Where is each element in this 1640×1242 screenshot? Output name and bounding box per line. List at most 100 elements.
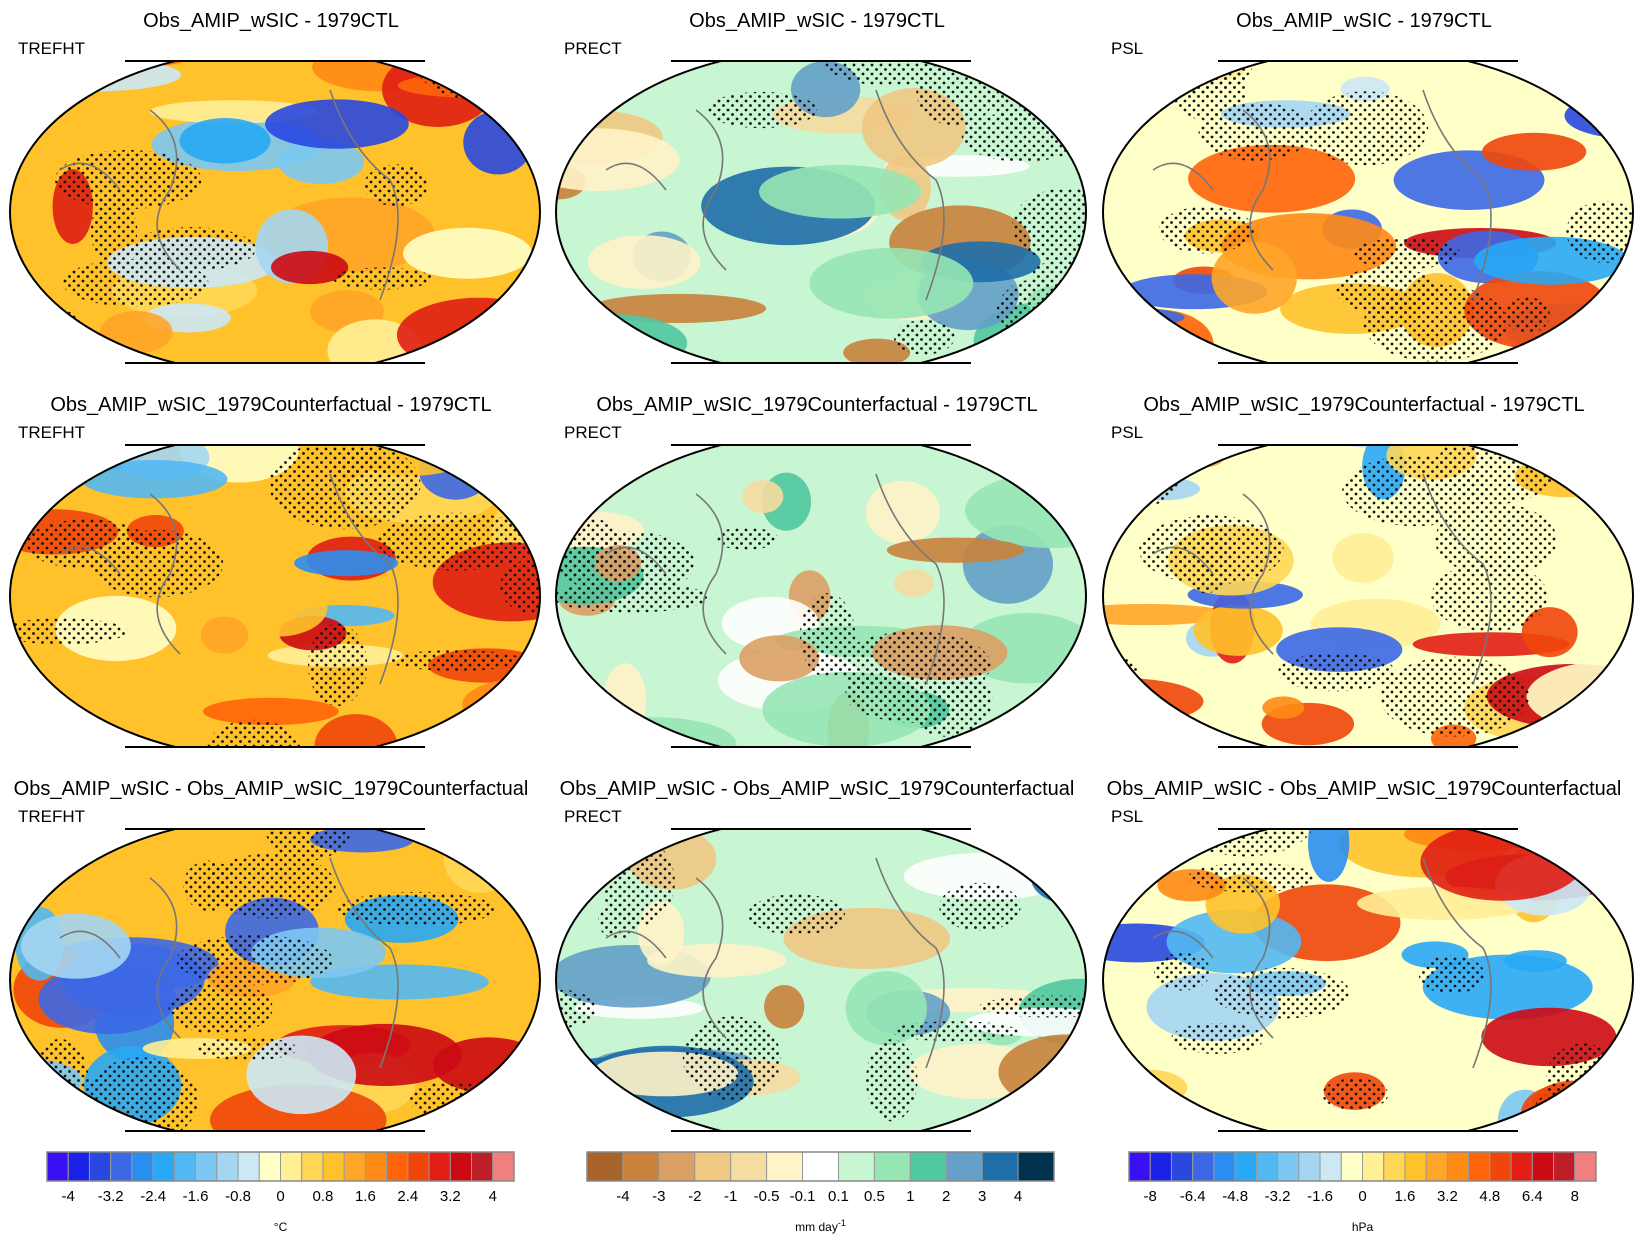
stippling	[31, 1038, 89, 1123]
stippling	[10, 618, 128, 645]
colorbar-frame	[1128, 1151, 1597, 1182]
anomaly-region	[415, 61, 540, 73]
stippling	[893, 319, 955, 355]
anomaly-region	[841, 829, 901, 858]
colorbar-box	[873, 1151, 911, 1182]
colorbar-tick-label: -2	[688, 1188, 701, 1205]
colorbar-box	[1170, 1151, 1194, 1182]
stippling	[364, 164, 428, 207]
colorbar-box	[1362, 1151, 1385, 1182]
panel-title: Obs_AMIP_wSIC - Obs_AMIP_wSIC_1979Counte…	[560, 778, 1075, 800]
stippling	[1379, 656, 1530, 737]
stippling	[1504, 297, 1551, 334]
anomaly-region	[600, 63, 656, 89]
colorbar-box	[1319, 1151, 1342, 1182]
variable-label: PSL	[1111, 807, 1143, 826]
colorbar-tick-label: -3	[652, 1188, 665, 1205]
anomaly-region	[179, 445, 299, 483]
anomaly-region	[865, 480, 941, 544]
colorbar: -4 -3 -2 -1 -0.5 -0.1 0.1 0.5 1 2 3 4mm day-1	[586, 1151, 1055, 1234]
panel-title: Obs_AMIP_wSIC - Obs_AMIP_wSIC_1979Counte…	[14, 778, 529, 800]
colorbar-box	[280, 1151, 303, 1182]
colorbar-tick-label: 0	[1358, 1188, 1366, 1205]
anomaly-region	[1583, 61, 1633, 86]
colorbar-tick-label: -8	[1144, 1188, 1157, 1205]
colorbar-tick-label: 6.4	[1522, 1188, 1543, 1205]
anomaly-region	[587, 235, 701, 289]
colorbar-tick-label: -4	[62, 1188, 75, 1205]
colorbar-tick-label: -4	[616, 1188, 629, 1205]
stippling	[706, 91, 818, 129]
anomaly-region	[1524, 340, 1604, 363]
colorbar-unit: mm day-1	[795, 1218, 846, 1234]
colorbar-box	[258, 1151, 282, 1182]
map-field	[1103, 829, 1633, 1131]
stippling	[84, 1057, 199, 1131]
coastline	[605, 89, 945, 301]
coastline	[1152, 473, 1492, 685]
colorbar-box	[1531, 1151, 1555, 1182]
colorbar-box	[46, 1151, 69, 1182]
anomaly-region	[1420, 829, 1584, 901]
panel-title: Obs_AMIP_wSIC - 1979CTL	[1236, 10, 1492, 32]
colorbar-box	[802, 1151, 839, 1182]
map-border	[555, 445, 1087, 747]
colorbar-box	[1510, 1151, 1533, 1182]
panel-title: Obs_AMIP_wSIC_1979Counterfactual - 1979C…	[50, 394, 491, 416]
anomaly-region	[1482, 132, 1587, 171]
anomaly-region	[843, 338, 911, 363]
anomaly-region	[21, 913, 131, 979]
variable-label: PRECT	[564, 423, 622, 442]
map-panel: Obs_AMIP_wSIC - 1979CTL PSL	[1102, 10, 1634, 364]
colorbar-box	[1489, 1151, 1512, 1182]
stippling	[748, 894, 845, 935]
colorbar-tick-label: -1.6	[183, 1188, 209, 1205]
anomaly-region	[742, 479, 784, 514]
colorbar-box	[237, 1151, 260, 1182]
colorbar-box	[386, 1151, 409, 1182]
stippling	[556, 510, 626, 578]
colorbar-box	[766, 1151, 804, 1182]
colorbar-box	[1017, 1151, 1055, 1182]
stippling	[1012, 188, 1086, 263]
colorbar-box	[1468, 1151, 1491, 1182]
colorbar-box	[1446, 1151, 1470, 1182]
colorbar-tick-label: -3.2	[98, 1188, 124, 1205]
anomaly-region	[1332, 532, 1394, 583]
colorbar-box	[152, 1151, 175, 1182]
stippling	[1566, 200, 1633, 263]
stippling	[979, 995, 1086, 1018]
map-panel: Obs_AMIP_wSIC - 1979CTL TREFHT	[9, 10, 541, 364]
stippling	[916, 61, 996, 126]
colorbar: -8 -6.4 -4.8 -3.2 -1.6 0 1.6 3.2 4.8 6.4 8 hPa	[1128, 1151, 1597, 1234]
stippling	[500, 558, 540, 615]
anomaly-region	[510, 445, 540, 466]
stippling	[330, 450, 392, 484]
coastline	[59, 473, 399, 685]
stippling	[90, 193, 138, 268]
stippling	[332, 267, 433, 290]
colorbar-tick-label: -2.4	[140, 1188, 166, 1205]
colorbar-tick-label: 0.1	[828, 1188, 849, 1205]
colorbar-box	[1574, 1151, 1597, 1182]
map-panel: Obs_AMIP_wSIC - 1979CTL PRECT	[555, 10, 1087, 364]
map-panel: Obs_AMIP_wSIC - Obs_AMIP_wSIC_1979Counte…	[555, 778, 1087, 1132]
colorbar-box	[945, 1151, 983, 1182]
stippling	[197, 1037, 298, 1061]
colorbar-box	[586, 1151, 624, 1182]
colorbar-box	[1213, 1151, 1236, 1182]
stippling	[168, 981, 273, 1035]
colorbar-box	[1128, 1151, 1151, 1182]
colorbar-tick-label: 4	[1014, 1188, 1022, 1205]
stippling	[388, 650, 524, 671]
anomaly-region	[270, 250, 349, 285]
stippling	[1023, 829, 1086, 884]
colorbar-box	[110, 1151, 133, 1182]
colorbar-box	[1149, 1151, 1172, 1182]
anomaly-region	[1103, 836, 1154, 871]
anomaly-region	[294, 550, 399, 577]
stippling	[127, 227, 256, 271]
colorbar-tick-label: 0.5	[864, 1188, 885, 1205]
anomaly-region	[886, 537, 1025, 563]
